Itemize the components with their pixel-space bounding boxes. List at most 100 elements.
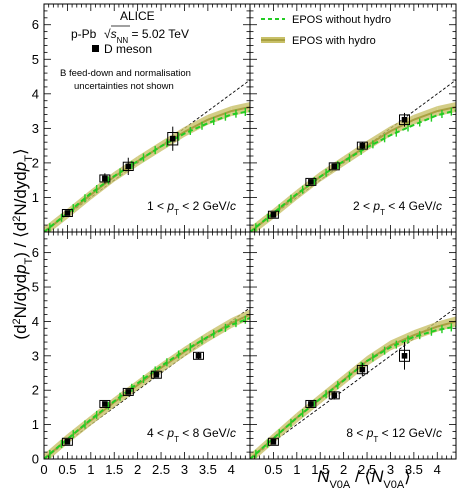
x-tick-label: 0 [40, 462, 47, 477]
panel-frame [249, 231, 457, 460]
experiment-label: ALICE [120, 9, 155, 23]
particle-label: D meson [104, 42, 152, 56]
x-tick-label: 3 [181, 462, 188, 477]
epos-without-hydro-line [250, 325, 456, 459]
d-meson-point [102, 401, 108, 407]
d-meson-syst-box [399, 349, 410, 362]
energy-label: √sNN = 5.02 TeV [104, 27, 189, 45]
pt-range-label: 2 < pT < 4 GeV/c [353, 199, 442, 217]
y-tick-label: 3 [32, 121, 39, 136]
plot-area [44, 307, 250, 459]
d-meson-syst-box [99, 174, 111, 183]
pt-range-label: 8 < pT < 12 GeV/c [346, 426, 442, 444]
plot-area [250, 307, 456, 459]
x-tick-label: 0.5 [264, 462, 282, 477]
d-meson-point [102, 175, 108, 182]
d-meson-point [401, 116, 408, 123]
d-meson-point [125, 163, 132, 170]
epos-without-hydro-line [44, 110, 250, 232]
epos-without-hydro-line [44, 317, 250, 459]
d-meson-syst-box [122, 161, 134, 172]
y-tick-label: 2 [32, 155, 39, 170]
d-meson-syst-box [328, 162, 340, 171]
chart-panels: 1 2 3 4 5 6 1 < pT < 2 GeV/c 2 < pT < 4 GeV/c 0 1… [32, 3, 457, 477]
d-meson-point [153, 371, 160, 378]
d-meson-point [359, 142, 366, 149]
system-energy-label: p-Pb √sNN = 5.02 TeV [71, 25, 189, 45]
d-meson-point [64, 439, 71, 445]
d-meson-point [331, 163, 338, 170]
d-meson-point [270, 211, 277, 218]
system-label: p-Pb [71, 27, 97, 41]
x-tick-label: 1 [87, 462, 94, 477]
d-meson-syst-box [61, 209, 73, 217]
x-axis-title: NV0A / ⟨NV0A⟩ [317, 467, 411, 489]
d-meson-syst-box [305, 177, 317, 186]
d-meson-point [308, 401, 314, 407]
x-tick-label: 0.5 [58, 462, 76, 477]
panel-top-right: 2 < pT < 4 GeV/c [249, 3, 457, 233]
y-tick-label: 4 [32, 86, 39, 101]
plot-area [44, 79, 250, 232]
d-meson-syst-box [193, 351, 204, 360]
x-tick-label: 2 [340, 462, 347, 477]
y-tick-label: 0 [32, 452, 39, 467]
d-meson-point [331, 392, 338, 399]
d-meson-point [169, 135, 176, 142]
panel-bottom-left: 0 1 2 3 4 5 6 0 0.5 1 1.5 2 2.5 3 3.5 4 4 < pT < 8 GeV/c [32, 231, 251, 477]
diagonal-reference-line [250, 307, 456, 459]
y-tick-label: 6 [32, 17, 39, 32]
d-meson-syst-box [150, 370, 162, 379]
d-meson-syst-box [328, 391, 340, 400]
y-axis-title: (d2N/dydpT) / ⟨d2N/dydpT⟩ [11, 148, 35, 339]
d-meson-syst-box [267, 437, 279, 446]
x-tick-label: 3 [387, 462, 394, 477]
legend-with-hydro-label: EPOS with hydro [292, 35, 376, 47]
pt-range-label: 4 < pT < 8 GeV/c [147, 426, 236, 444]
d-meson-syst-box [305, 399, 317, 408]
epos-without-hydro-line [250, 109, 456, 232]
d-meson-syst-box [61, 437, 73, 446]
x-tick-label: 2.5 [152, 462, 170, 477]
d-meson-syst-box [356, 141, 368, 150]
note-line-1: B feed-down and normalisation [60, 68, 191, 79]
d-meson-syst-box [356, 364, 368, 375]
y-tick-label: 5 [32, 52, 39, 67]
panel-frame [43, 231, 251, 460]
x-tick-label: 1.5 [311, 462, 329, 477]
panel-bottom-right: 0.5 1 1.5 2 2.5 3 3.5 4 8 < pT < 12 GeV/c [249, 231, 457, 477]
d-meson-point [401, 353, 408, 359]
legend: EPOS without hydro EPOS with hydro [261, 14, 391, 47]
y-tick-label: 3 [32, 348, 39, 363]
x-tick-label: 4 [228, 462, 235, 477]
d-meson-point [359, 366, 366, 373]
x-tick-label: 3.5 [405, 462, 423, 477]
pt-range-label: 1 < pT < 2 GeV/c [147, 199, 236, 217]
x-tick-label: 1 [293, 462, 300, 477]
y-tick-label: 4 [32, 314, 39, 329]
x-tick-label: 2 [134, 462, 141, 477]
d-meson-syst-box [267, 210, 279, 219]
plot-area [250, 79, 456, 232]
x-tick-label: 3.5 [199, 462, 217, 477]
epos-with-hydro-line [44, 105, 250, 232]
y-tick-label: 2 [32, 383, 39, 398]
x-tick-label: 4 [434, 462, 441, 477]
d-meson-syst-box [399, 114, 410, 126]
d-meson-syst-box [99, 399, 111, 408]
d-meson-legend-marker [92, 45, 99, 52]
note-line-2: uncertainties not shown [74, 81, 174, 92]
epos-with-hydro-line [250, 105, 456, 232]
y-tick-label: 6 [32, 245, 39, 260]
d-meson-point [308, 179, 314, 185]
d-meson-point [195, 353, 202, 359]
y-tick-label: 5 [32, 280, 39, 295]
d-meson-syst-box [167, 132, 179, 146]
y-tick-label: 1 [32, 417, 39, 432]
x-tick-label: 1.5 [105, 462, 123, 477]
d-meson-point [270, 439, 277, 445]
legend-without-hydro-label: EPOS without hydro [292, 14, 391, 26]
d-meson-point [64, 210, 71, 216]
d-meson-point [125, 389, 132, 395]
